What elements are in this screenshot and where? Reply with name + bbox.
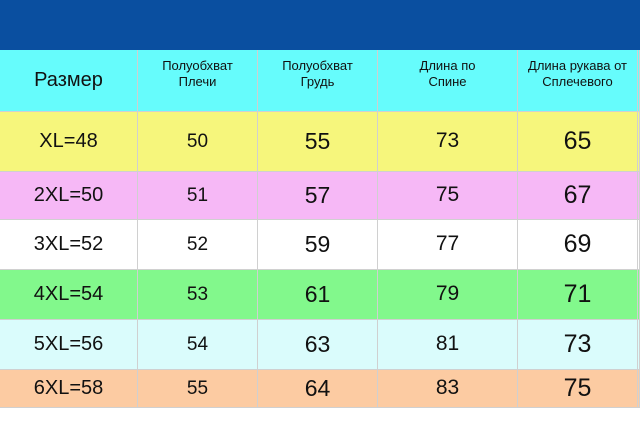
- size-cell: 2XL=50: [0, 172, 138, 219]
- value-cell: 65: [518, 112, 638, 171]
- value-cell: 77: [378, 220, 518, 269]
- value-cell: 79: [378, 270, 518, 319]
- value-cell: 64: [258, 370, 378, 407]
- size-cell: XL=48: [0, 112, 138, 171]
- header-cell: Полуобхват Грудь: [258, 50, 378, 111]
- header-row: Размер Полуобхват Плечи Полуобхват Грудь Дл…: [0, 50, 640, 112]
- header-cell: Полуобхват Плечи: [138, 50, 258, 111]
- header-cell: Размер: [0, 50, 138, 111]
- value-cell: 51: [138, 172, 258, 219]
- value-cell: 73: [518, 320, 638, 369]
- value-cell: 50: [138, 112, 258, 171]
- header-cell: Длина по Спине: [378, 50, 518, 111]
- value-cell: 61: [258, 270, 378, 319]
- value-cell: 55: [258, 112, 378, 171]
- top-bar: [0, 0, 640, 50]
- value-cell: 75: [378, 172, 518, 219]
- size-cell: 3XL=52: [0, 220, 138, 269]
- value-cell: 73: [378, 112, 518, 171]
- value-cell: 59: [258, 220, 378, 269]
- value-cell: 75: [518, 370, 638, 407]
- value-cell: 52: [138, 220, 258, 269]
- size-cell: 5XL=56: [0, 320, 138, 369]
- table-row: XL=48 50 55 73 65: [0, 112, 640, 172]
- table-row: 5XL=56 54 63 81 73: [0, 320, 640, 370]
- size-cell: 6XL=58: [0, 370, 138, 407]
- value-cell: 63: [258, 320, 378, 369]
- value-cell: 57: [258, 172, 378, 219]
- table-row: 4XL=54 53 61 79 71: [0, 270, 640, 320]
- table-row: 6XL=58 55 64 83 75: [0, 370, 640, 408]
- header-cell: Длина рукава от Сплечевого: [518, 50, 638, 111]
- value-cell: 69: [518, 220, 638, 269]
- value-cell: 81: [378, 320, 518, 369]
- size-cell: 4XL=54: [0, 270, 138, 319]
- value-cell: 71: [518, 270, 638, 319]
- table-row: 2XL=50 51 57 75 67: [0, 172, 640, 220]
- value-cell: 55: [138, 370, 258, 407]
- value-cell: 83: [378, 370, 518, 407]
- value-cell: 53: [138, 270, 258, 319]
- table-row: 3XL=52 52 59 77 69: [0, 220, 640, 270]
- value-cell: 67: [518, 172, 638, 219]
- value-cell: 54: [138, 320, 258, 369]
